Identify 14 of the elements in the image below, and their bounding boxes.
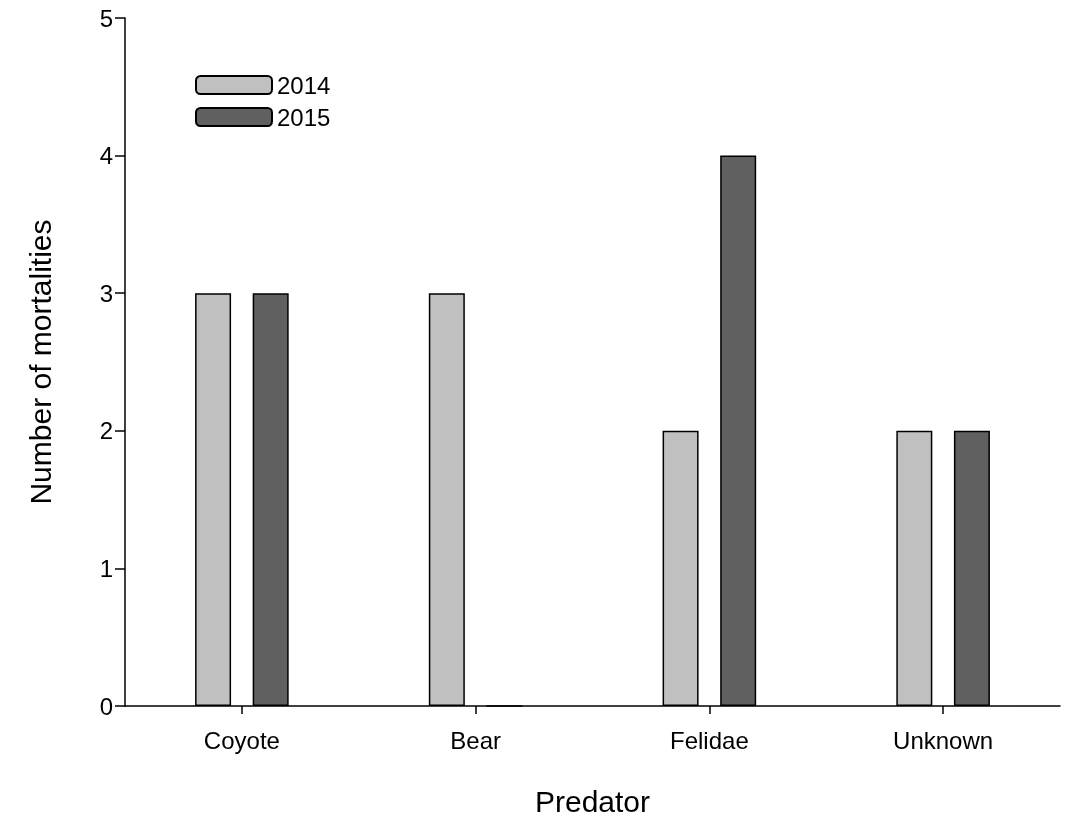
y-tick-label: 5 <box>99 4 113 32</box>
y-tick-label: 3 <box>99 279 113 307</box>
x-tick-label: Unknown <box>893 726 994 754</box>
x-axis-title: Predator <box>534 784 651 818</box>
y-tick-label: 2 <box>99 417 113 445</box>
y-axis-title: Number of mortalities <box>23 219 57 505</box>
y-tick-label: 1 <box>99 554 113 582</box>
legend-label: 2015 <box>277 103 331 131</box>
x-tick-label: Felidae <box>670 726 749 754</box>
y-tick-label: 0 <box>99 692 113 720</box>
y-tick-label: 4 <box>99 142 113 170</box>
x-tick-label: Coyote <box>203 726 280 754</box>
x-tick-label: Bear <box>450 726 501 754</box>
legend-label: 2014 <box>277 71 331 99</box>
